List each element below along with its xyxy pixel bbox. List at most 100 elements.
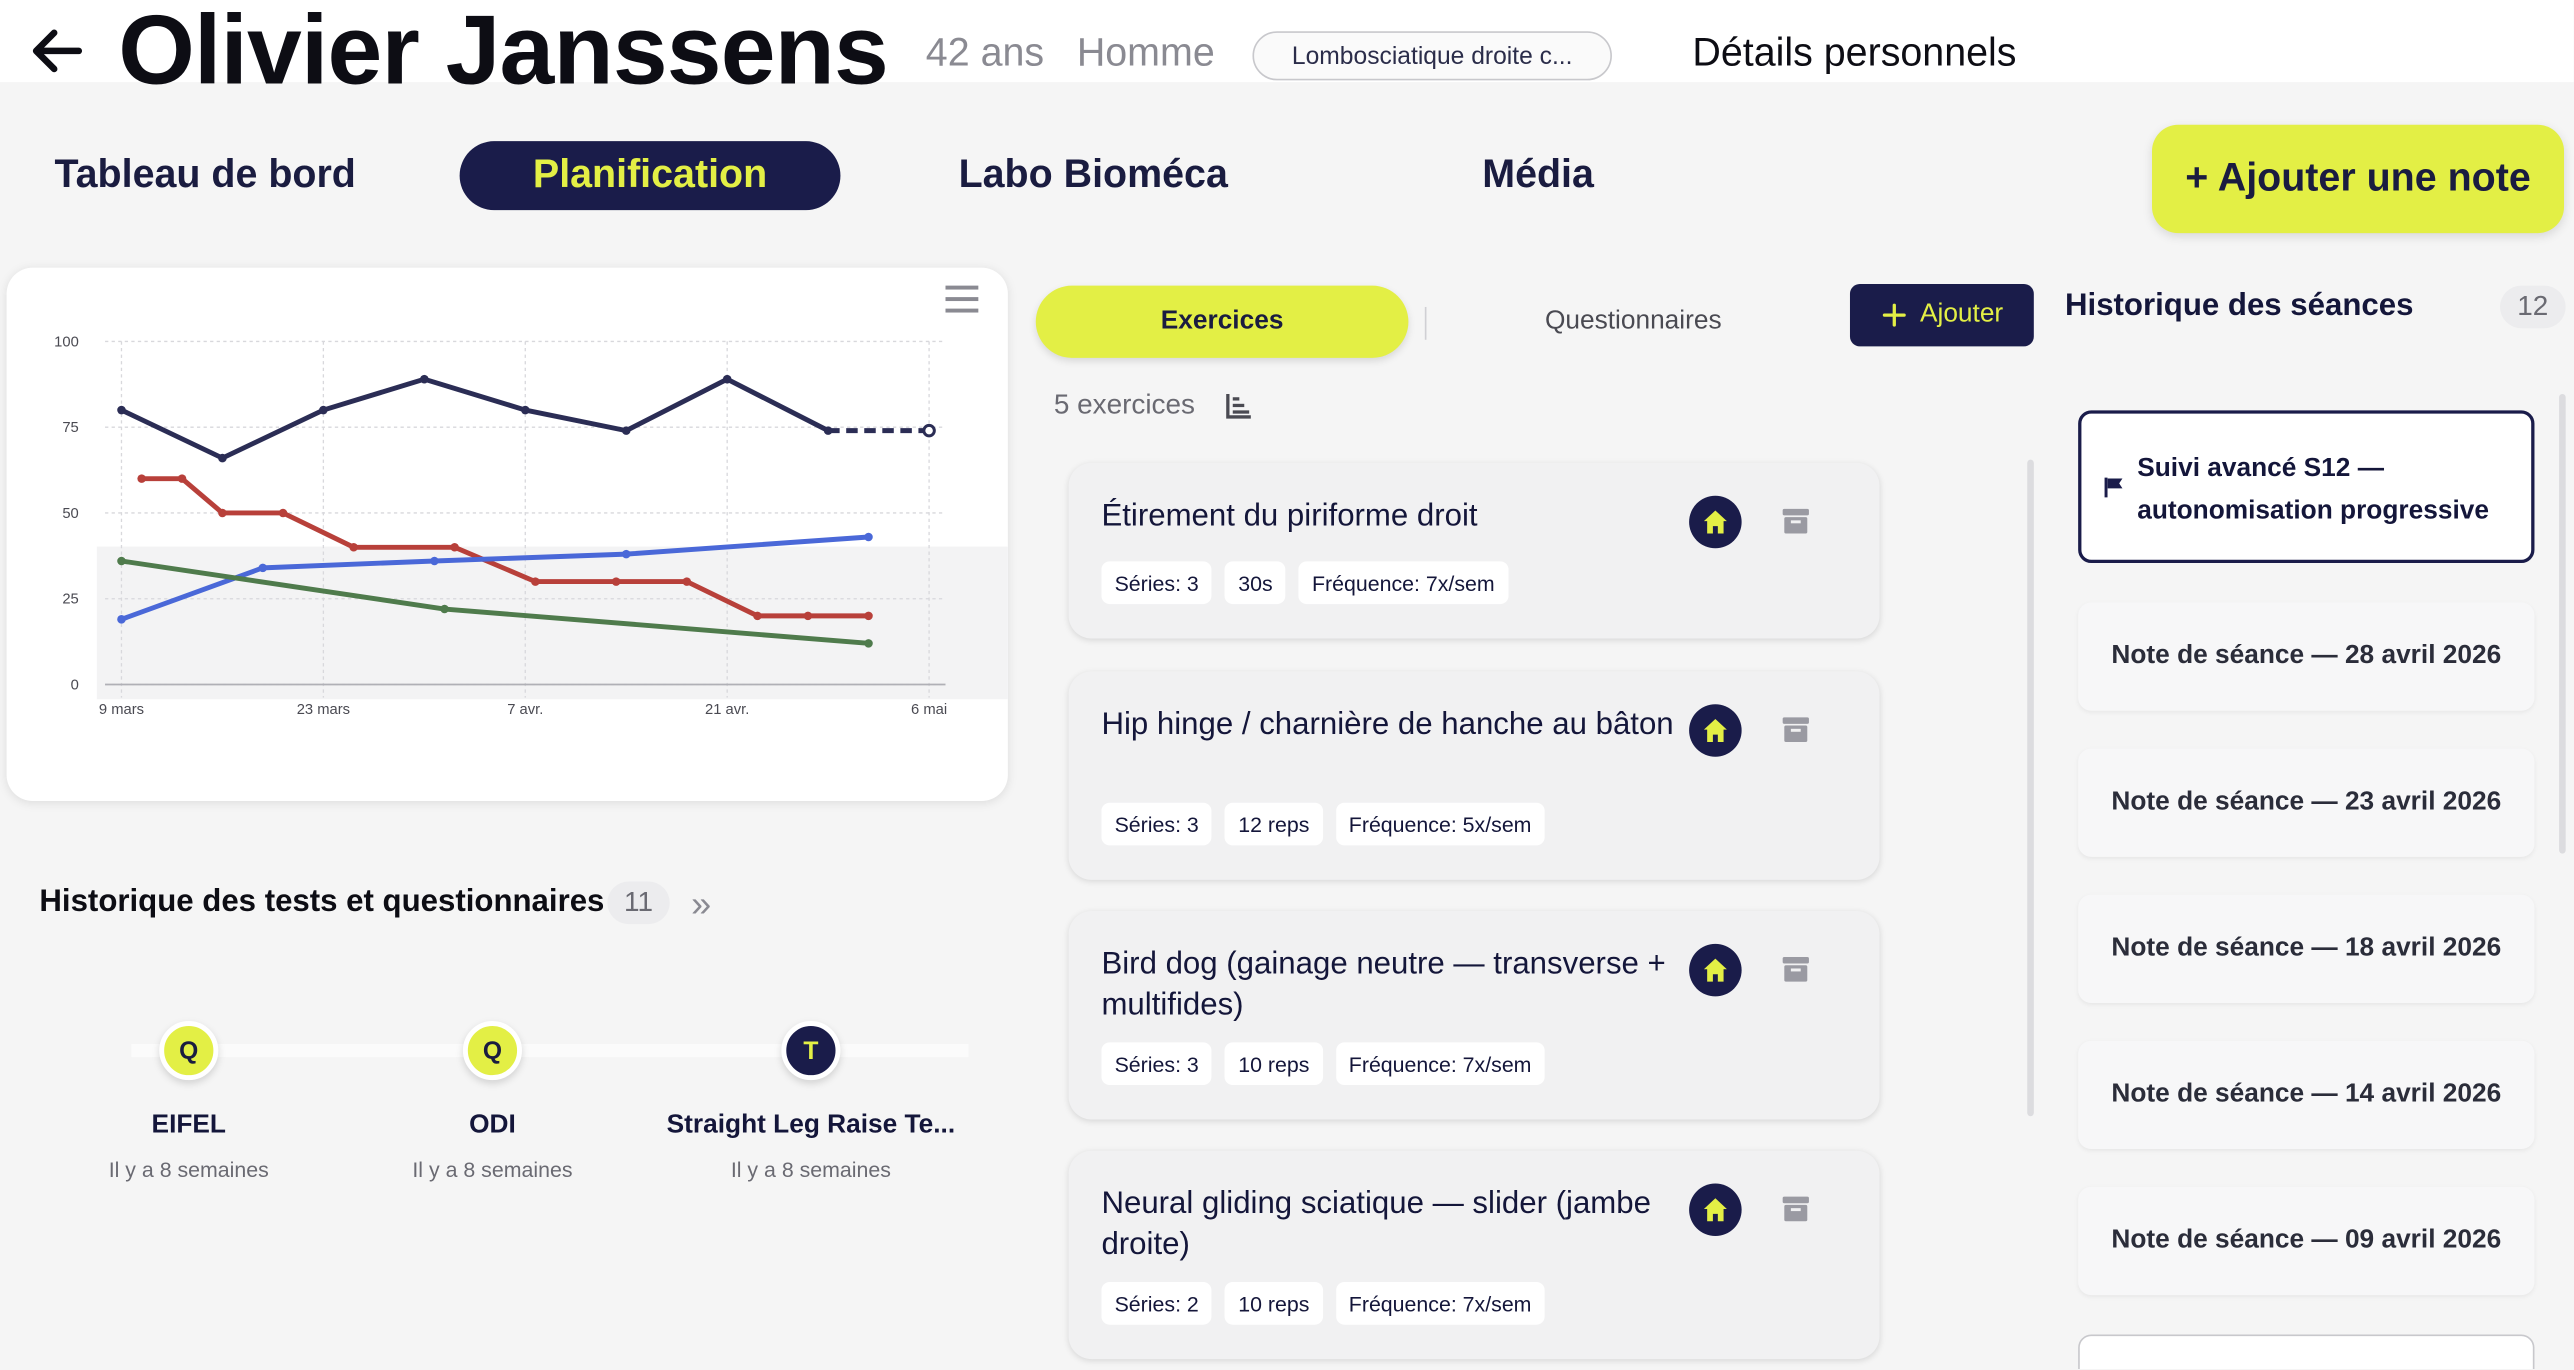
test-name: Straight Leg Raise Te... (666, 1111, 956, 1140)
test-item-odi[interactable]: Q ODI Il y a 8 semaines (328, 1021, 656, 1182)
exercise-card[interactable]: Hip hinge / charnière de hanche au bâton… (1068, 671, 1880, 880)
chip-frequency: Fréquence: 5x/sem (1335, 802, 1545, 846)
exercise-count: 5 exercices (1053, 389, 1195, 421)
archive-icon[interactable] (1781, 1193, 1811, 1223)
series-point-1 (177, 474, 187, 483)
home-exercise-icon[interactable] (1689, 943, 1742, 997)
series-point-1 (803, 611, 813, 621)
chip-dose: 12 reps (1225, 802, 1323, 846)
exercise-title: Étirement du piriforme droit (1101, 499, 1478, 534)
personal-details-link[interactable]: Détails personnels (1692, 31, 2017, 76)
plus-icon (1882, 303, 1906, 327)
chip-series: Séries: 3 (1101, 802, 1212, 846)
x-tick-label: 7 avr. (507, 702, 543, 718)
tests-history-title: Historique des tests et questionnaires (39, 884, 605, 920)
test-name: EIFEL (151, 1111, 226, 1140)
session-item[interactable]: Note de séance — 28 avril 2026 (2078, 602, 2535, 711)
session-item-active[interactable]: Suivi avancé S12 — autonomisation progre… (2078, 410, 2535, 564)
series-point-2 (430, 556, 439, 566)
exercise-list-scrollbar[interactable] (2027, 459, 2034, 1117)
tab-media[interactable]: Média (1482, 152, 1594, 197)
series-point-2 (621, 549, 631, 559)
archive-icon[interactable] (1781, 506, 1811, 536)
series-point-3 (117, 556, 126, 566)
tests-timeline (131, 1043, 969, 1058)
sessions-history-title: Historique des séances (2065, 288, 2414, 324)
exercise-card[interactable]: Bird dog (gainage neutre — transverse + … (1068, 911, 1880, 1120)
exercise-card[interactable]: Étirement du piriforme droit Séries: 3 3… (1068, 462, 1880, 639)
x-tick-label: 9 mars (99, 702, 144, 718)
series-point-1 (218, 508, 227, 518)
chip-series: Séries: 3 (1101, 1042, 1212, 1086)
session-item[interactable]: Note de séance — 23 avril 2026 (2078, 748, 2535, 857)
series-point-3 (440, 604, 449, 614)
series-point-2 (117, 615, 126, 624)
test-item-slr[interactable]: T Straight Leg Raise Te... Il y a 8 sema… (647, 1021, 975, 1182)
sort-icon[interactable] (1225, 391, 1255, 421)
patient-name: Olivier Janssens (118, 0, 889, 106)
add-exercise-label: Ajouter (1919, 300, 2004, 329)
patient-age: 42 ans (925, 31, 1045, 76)
exercise-params: Séries: 3 12 reps Fréquence: 5x/sem (1101, 802, 1545, 846)
home-exercise-icon[interactable] (1689, 495, 1742, 549)
series-point-1 (278, 508, 288, 518)
series-point-0 (420, 374, 429, 384)
archive-icon[interactable] (1781, 714, 1811, 744)
segment-exercises[interactable]: Exercices (1035, 285, 1409, 358)
session-item[interactable]: Note de séance — 18 avril 2026 (2078, 894, 2535, 1003)
chip-dose: 30s (1225, 561, 1286, 605)
test-when: Il y a 8 semaines (730, 1157, 891, 1182)
session-active-title: Suivi avancé S12 — autonomisation progre… (2137, 454, 2489, 526)
test-name: ODI (469, 1111, 516, 1140)
y-tick-label: 75 (62, 420, 78, 436)
series-point-1 (682, 577, 692, 586)
chip-frequency: Fréquence: 7x/sem (1335, 1042, 1545, 1086)
tab-labo-biomeca[interactable]: Labo Bioméca (958, 152, 1228, 197)
test-when: Il y a 8 semaines (108, 1157, 269, 1182)
exercise-card[interactable]: Neural gliding sciatique — slider (jambe… (1068, 1150, 1880, 1360)
chip-frequency: Fréquence: 7x/sem (1298, 561, 1508, 605)
session-item[interactable]: Note de séance — 09 avril 2026 (2078, 1186, 2535, 1296)
test-item-eifel[interactable]: Q EIFEL Il y a 8 semaines (25, 1021, 353, 1182)
archive-icon[interactable] (1781, 954, 1811, 984)
series-point-0 (621, 426, 631, 435)
series-point-1 (611, 577, 621, 586)
chip-frequency: Fréquence: 7x/sem (1335, 1282, 1545, 1325)
series-point-3 (864, 639, 873, 648)
series-point-0 (117, 405, 126, 415)
tab-dashboard[interactable]: Tableau de bord (54, 152, 356, 197)
x-tick-label: 6 mai (911, 702, 947, 718)
back-arrow-icon[interactable] (23, 16, 92, 85)
tab-planning[interactable]: Planification (459, 141, 841, 211)
segment-questionnaires[interactable]: Questionnaires (1544, 306, 1722, 335)
chip-series: Séries: 3 (1101, 561, 1212, 605)
series-point-1 (531, 577, 540, 586)
sessions-count-badge: 12 (2500, 285, 2566, 329)
sessions-scrollbar[interactable] (2559, 393, 2566, 854)
series-point-1 (864, 611, 873, 621)
test-badge: Q (159, 1021, 219, 1081)
exercise-title: Neural gliding sciatique — slider (jambe… (1101, 1186, 1651, 1263)
add-exercise-button[interactable]: Ajouter (1849, 283, 2034, 347)
diagnosis-chip[interactable]: Lombosciatique droite c... (1252, 31, 1612, 81)
series-point-2 (864, 532, 873, 542)
test-badge: Q (462, 1021, 522, 1081)
series-point-1 (753, 611, 762, 621)
segment-divider (1424, 306, 1427, 340)
tests-count-badge: 11 (607, 881, 670, 925)
chip-dose: 10 reps (1225, 1042, 1323, 1086)
exercise-params: Séries: 3 30s Fréquence: 7x/sem (1101, 561, 1508, 605)
add-note-button[interactable]: + Ajouter une note (2152, 124, 2565, 234)
session-item-partial[interactable] (2078, 1334, 2535, 1370)
chip-series: Séries: 2 (1101, 1282, 1212, 1325)
chart-menu-icon[interactable] (944, 282, 980, 315)
exercise-params: Séries: 2 10 reps Fréquence: 7x/sem (1101, 1282, 1545, 1325)
session-item[interactable]: Note de séance — 14 avril 2026 (2078, 1040, 2535, 1150)
series-point-0 (722, 374, 732, 384)
chip-dose: 10 reps (1225, 1282, 1323, 1325)
projection-endpoint-0 (922, 423, 936, 438)
home-exercise-icon[interactable] (1689, 1183, 1742, 1237)
double-chevron-right-icon[interactable]: » (691, 883, 712, 925)
home-exercise-icon[interactable] (1689, 704, 1742, 757)
patient-gender: Homme (1076, 31, 1215, 76)
